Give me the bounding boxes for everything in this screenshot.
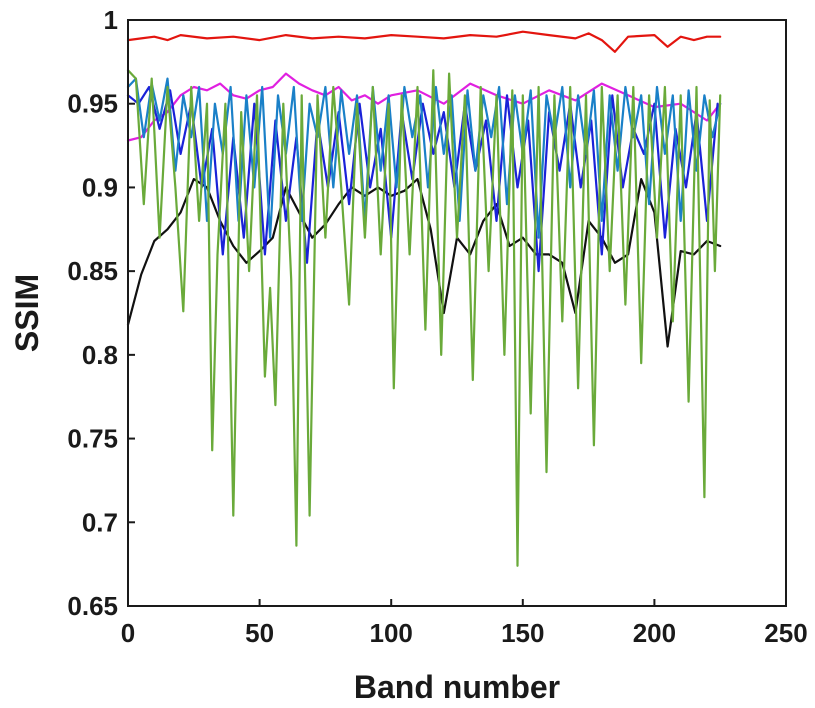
series-line-3	[126, 178, 722, 348]
x-tick-label: 150	[501, 618, 544, 648]
plot-area: 0 50 100 150 200 250 0.65 0.7 0.75 0.8 0.85 0.9 0.9…	[67, 5, 807, 648]
x-tick-label: 100	[370, 618, 413, 648]
x-tick-label: 200	[633, 618, 676, 648]
y-tick-label: 0.8	[82, 340, 118, 370]
y-tick-label: 0.85	[67, 256, 118, 286]
series-line-1	[126, 30, 722, 53]
x-tick-label: 250	[764, 618, 807, 648]
y-tick-label: 1	[104, 5, 118, 35]
axes-box	[127, 19, 787, 607]
series-line-2	[126, 72, 722, 142]
x-axis-ticks: 0 50 100 150 200 250	[121, 599, 808, 648]
y-tick-label: 0.9	[82, 172, 118, 202]
y-tick-label: 0.65	[67, 591, 118, 621]
y-tick-label: 0.75	[67, 424, 118, 454]
x-tick-label: 0	[121, 618, 135, 648]
y-tick-label: 0.7	[82, 507, 118, 537]
y-axis-label: SSIM	[9, 274, 45, 352]
x-axis-label: Band number	[354, 669, 560, 705]
y-tick-label: 0.95	[67, 89, 118, 119]
x-tick-label: 50	[245, 618, 274, 648]
series-layer	[126, 30, 722, 567]
series-line-6	[126, 69, 722, 567]
y-axis-ticks: 0.65 0.7 0.75 0.8 0.85 0.9 0.95 1	[67, 5, 135, 621]
